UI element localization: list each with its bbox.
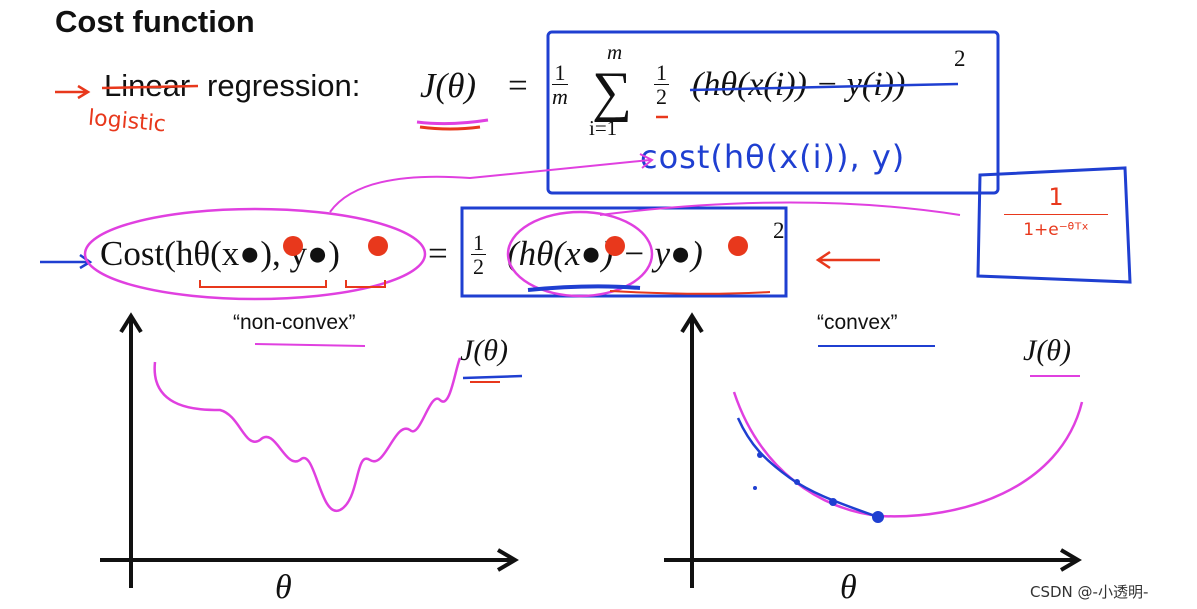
non-convex-underline bbox=[254, 343, 366, 347]
csdn-watermark: CSDN @-小透明- bbox=[1030, 583, 1149, 601]
rhs-underline-blue bbox=[527, 284, 641, 292]
handwritten-cost: cost(hθ(x(i)), y) bbox=[640, 138, 906, 176]
half-fraction-2: 1 2 bbox=[471, 232, 486, 278]
y-underbracket bbox=[345, 280, 386, 288]
connector-arrow-icon bbox=[329, 153, 654, 213]
convex-curve bbox=[732, 391, 1084, 518]
j-underline-red bbox=[419, 125, 481, 131]
descent-point-2 bbox=[794, 479, 800, 485]
half-denominator: 2 bbox=[656, 84, 667, 109]
left-y-axis bbox=[119, 312, 143, 588]
cost-lhs-ellipse bbox=[83, 207, 427, 301]
equals-sign: = bbox=[508, 66, 528, 105]
regression-label: regression: bbox=[207, 68, 361, 103]
squared-error-term: (hθ(x(i)) − y(i)) bbox=[692, 66, 906, 103]
sigmoid-box bbox=[976, 166, 1132, 284]
fraction-denominator: m bbox=[552, 84, 568, 109]
descent-point-1 bbox=[757, 452, 763, 458]
half-denominator-2: 2 bbox=[473, 254, 484, 279]
non-convex-label: “non-convex” bbox=[233, 311, 356, 334]
j-theta-term: J(θ) bbox=[420, 66, 477, 105]
gradient-descent-path bbox=[736, 417, 879, 519]
sum-upper-limit: m bbox=[607, 40, 623, 64]
linear-strikethrough bbox=[101, 84, 199, 90]
left-graph-theta-label: θ bbox=[275, 569, 292, 606]
right-graph-theta-label: θ bbox=[840, 569, 857, 606]
fraction-numerator: 1 bbox=[552, 62, 568, 85]
one-over-m-fraction: 1 m bbox=[552, 62, 568, 108]
sum-lower-limit: i=1 bbox=[589, 116, 618, 140]
rhs-underline-red bbox=[609, 290, 771, 295]
equals-sign-2: = bbox=[428, 234, 448, 273]
right-graph-j-label: J(θ) bbox=[1023, 334, 1072, 367]
j-underline-pink bbox=[416, 118, 489, 126]
sum-symbol: ∑ bbox=[592, 61, 632, 123]
right-y-axis bbox=[680, 312, 704, 588]
half-numerator: 1 bbox=[654, 60, 669, 85]
red-blob-y bbox=[368, 236, 388, 256]
red-arrow-icon bbox=[55, 84, 91, 100]
convex-label: “convex” bbox=[817, 311, 898, 334]
half-numerator-2: 1 bbox=[471, 230, 486, 255]
stray-dot bbox=[753, 486, 757, 490]
sigmoid-denominator: 1+e⁻ᶿᵀˣ bbox=[1004, 214, 1108, 245]
slide-title: Cost function bbox=[55, 4, 255, 39]
rhs-ellipse bbox=[506, 210, 654, 298]
right-x-axis bbox=[664, 548, 1082, 572]
descent-point-3 bbox=[829, 498, 837, 506]
red-blob-y2 bbox=[728, 236, 748, 256]
cost-definition-rhs: (hθ(x●) − y●) bbox=[507, 234, 703, 273]
red-blob-x2 bbox=[605, 236, 625, 256]
red-blob-x bbox=[283, 236, 303, 256]
half-fraction: 1 2 bbox=[654, 62, 669, 108]
descent-point-4 bbox=[872, 511, 884, 523]
sigmoid-numerator: 1 bbox=[1048, 183, 1064, 211]
h-underbracket bbox=[199, 280, 327, 288]
red-left-arrow-icon bbox=[815, 250, 880, 270]
left-x-axis bbox=[100, 548, 519, 572]
top-formula-box bbox=[546, 30, 1000, 195]
connector-to-sigmoid bbox=[599, 201, 961, 216]
square-exponent: 2 bbox=[954, 46, 966, 71]
left-j-underline-blue bbox=[462, 374, 523, 380]
left-graph-j-label: J(θ) bbox=[460, 334, 509, 367]
error-term-strikethrough bbox=[689, 82, 959, 92]
rhs-box bbox=[460, 206, 788, 298]
blue-arrow-icon bbox=[40, 253, 93, 270]
non-convex-curve bbox=[153, 357, 462, 513]
handwritten-sigmoid: 1 1+e⁻ᶿᵀˣ bbox=[990, 182, 1122, 272]
square-exponent-2: 2 bbox=[773, 218, 785, 243]
